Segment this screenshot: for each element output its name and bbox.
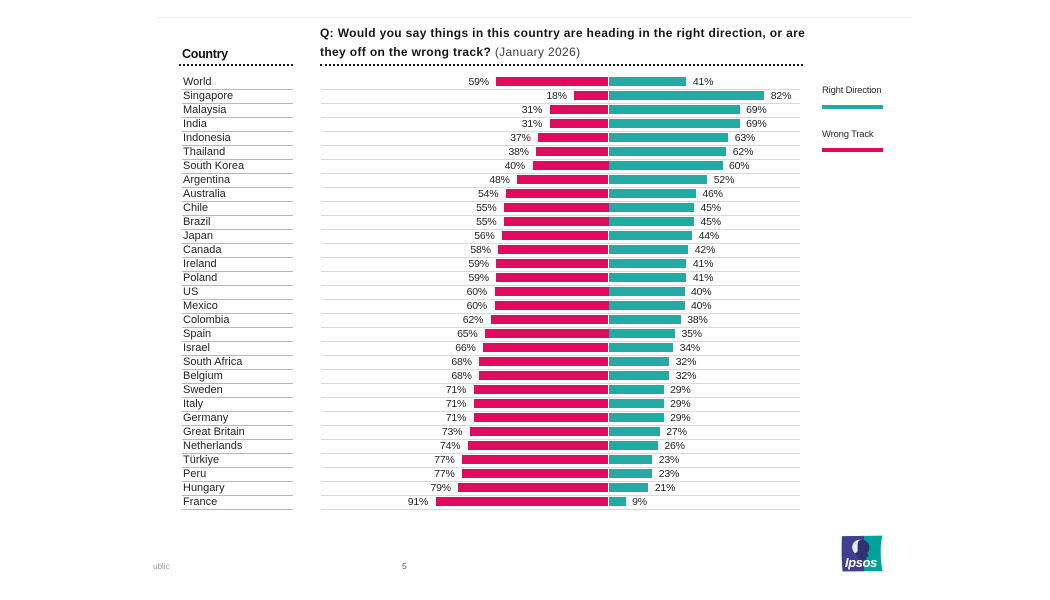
svg-text:Ipsos: Ipsos	[845, 555, 877, 570]
